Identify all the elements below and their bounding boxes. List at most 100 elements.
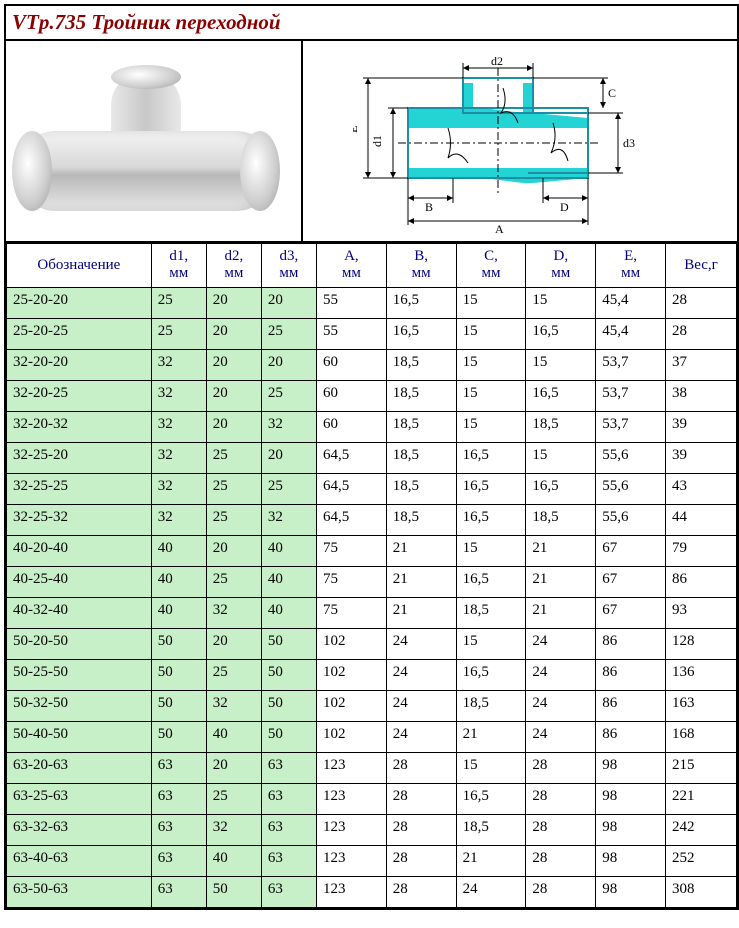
column-header: d1,мм xyxy=(151,244,206,288)
cell-D: 18,5 xyxy=(526,504,596,535)
column-header: Вес,г xyxy=(666,244,737,288)
cell-E: 67 xyxy=(596,566,666,597)
cell-d3: 63 xyxy=(261,752,316,783)
cell-d3: 40 xyxy=(261,597,316,628)
table-row: 25-20-202520205516,5151545,428 xyxy=(7,287,737,318)
cell-d2: 25 xyxy=(206,473,261,504)
cell-A: 123 xyxy=(316,845,386,876)
cell-E: 53,7 xyxy=(596,411,666,442)
cell-E: 67 xyxy=(596,597,666,628)
cell-w: 38 xyxy=(666,380,737,411)
cell-obz: 25-20-25 xyxy=(7,318,152,349)
cell-d1: 63 xyxy=(151,845,206,876)
cell-w: 86 xyxy=(666,566,737,597)
column-header: D,мм xyxy=(526,244,596,288)
cell-D: 16,5 xyxy=(526,380,596,411)
spec-sheet: VTp.735 Тройник переходной xyxy=(4,4,739,910)
cell-obz: 50-32-50 xyxy=(7,690,152,721)
cell-d1: 40 xyxy=(151,535,206,566)
cell-d2: 25 xyxy=(206,659,261,690)
cell-d3: 50 xyxy=(261,659,316,690)
cell-w: 28 xyxy=(666,287,737,318)
cell-B: 28 xyxy=(386,876,456,907)
cell-C: 18,5 xyxy=(456,597,526,628)
cell-C: 15 xyxy=(456,318,526,349)
tee-fitting-icon xyxy=(16,71,286,221)
cell-E: 98 xyxy=(596,814,666,845)
cell-B: 18,5 xyxy=(386,380,456,411)
cell-d2: 20 xyxy=(206,287,261,318)
cell-d3: 50 xyxy=(261,628,316,659)
cell-E: 55,6 xyxy=(596,504,666,535)
dim-label: C xyxy=(608,86,616,100)
cell-C: 16,5 xyxy=(456,566,526,597)
product-photo-cell xyxy=(6,41,303,241)
cell-obz: 32-25-32 xyxy=(7,504,152,535)
cell-d3: 63 xyxy=(261,845,316,876)
column-header: B,мм xyxy=(386,244,456,288)
cell-d1: 32 xyxy=(151,349,206,380)
cell-obz: 50-25-50 xyxy=(7,659,152,690)
cell-obz: 50-40-50 xyxy=(7,721,152,752)
table-row: 63-40-6363406312328212898252 xyxy=(7,845,737,876)
cell-d1: 50 xyxy=(151,690,206,721)
table-row: 50-25-505025501022416,52486136 xyxy=(7,659,737,690)
cell-E: 55,6 xyxy=(596,473,666,504)
cell-d1: 40 xyxy=(151,597,206,628)
cell-C: 16,5 xyxy=(456,442,526,473)
table-row: 40-25-40402540752116,5216786 xyxy=(7,566,737,597)
cell-D: 21 xyxy=(526,566,596,597)
table-row: 50-40-5050405010224212486168 xyxy=(7,721,737,752)
cell-w: 221 xyxy=(666,783,737,814)
cell-d2: 40 xyxy=(206,721,261,752)
cell-B: 28 xyxy=(386,845,456,876)
cell-B: 24 xyxy=(386,628,456,659)
table-row: 63-20-6363206312328152898215 xyxy=(7,752,737,783)
cell-d1: 25 xyxy=(151,287,206,318)
cell-A: 123 xyxy=(316,752,386,783)
cell-D: 28 xyxy=(526,876,596,907)
cell-A: 123 xyxy=(316,876,386,907)
cell-C: 15 xyxy=(456,349,526,380)
cell-A: 64,5 xyxy=(316,473,386,504)
cell-B: 18,5 xyxy=(386,442,456,473)
cell-d3: 63 xyxy=(261,876,316,907)
cell-obz: 63-20-63 xyxy=(7,752,152,783)
cell-d1: 40 xyxy=(151,566,206,597)
cell-d2: 50 xyxy=(206,876,261,907)
cell-d2: 40 xyxy=(206,845,261,876)
cell-E: 55,6 xyxy=(596,442,666,473)
cell-w: 79 xyxy=(666,535,737,566)
cell-obz: 63-40-63 xyxy=(7,845,152,876)
cell-d2: 20 xyxy=(206,411,261,442)
column-header: d3,мм xyxy=(261,244,316,288)
cell-d1: 63 xyxy=(151,752,206,783)
cell-w: 39 xyxy=(666,411,737,442)
cell-C: 15 xyxy=(456,535,526,566)
dimension-diagram-icon: d2 C d3 d1 E xyxy=(353,53,683,233)
cell-d1: 32 xyxy=(151,411,206,442)
cell-B: 24 xyxy=(386,690,456,721)
cell-A: 60 xyxy=(316,380,386,411)
cell-A: 75 xyxy=(316,566,386,597)
cell-w: 308 xyxy=(666,876,737,907)
cell-d2: 25 xyxy=(206,566,261,597)
column-header: E,мм xyxy=(596,244,666,288)
cell-d3: 25 xyxy=(261,380,316,411)
cell-obz: 32-25-20 xyxy=(7,442,152,473)
cell-d3: 20 xyxy=(261,287,316,318)
cell-C: 18,5 xyxy=(456,814,526,845)
cell-B: 24 xyxy=(386,721,456,752)
cell-D: 24 xyxy=(526,690,596,721)
cell-C: 15 xyxy=(456,411,526,442)
dim-label: E xyxy=(353,126,360,133)
cell-B: 16,5 xyxy=(386,318,456,349)
table-row: 32-25-2532252564,518,516,516,555,643 xyxy=(7,473,737,504)
cell-B: 28 xyxy=(386,783,456,814)
cell-d2: 20 xyxy=(206,349,261,380)
cell-C: 15 xyxy=(456,380,526,411)
cell-C: 16,5 xyxy=(456,473,526,504)
cell-d1: 63 xyxy=(151,814,206,845)
cell-D: 28 xyxy=(526,845,596,876)
cell-B: 18,5 xyxy=(386,504,456,535)
